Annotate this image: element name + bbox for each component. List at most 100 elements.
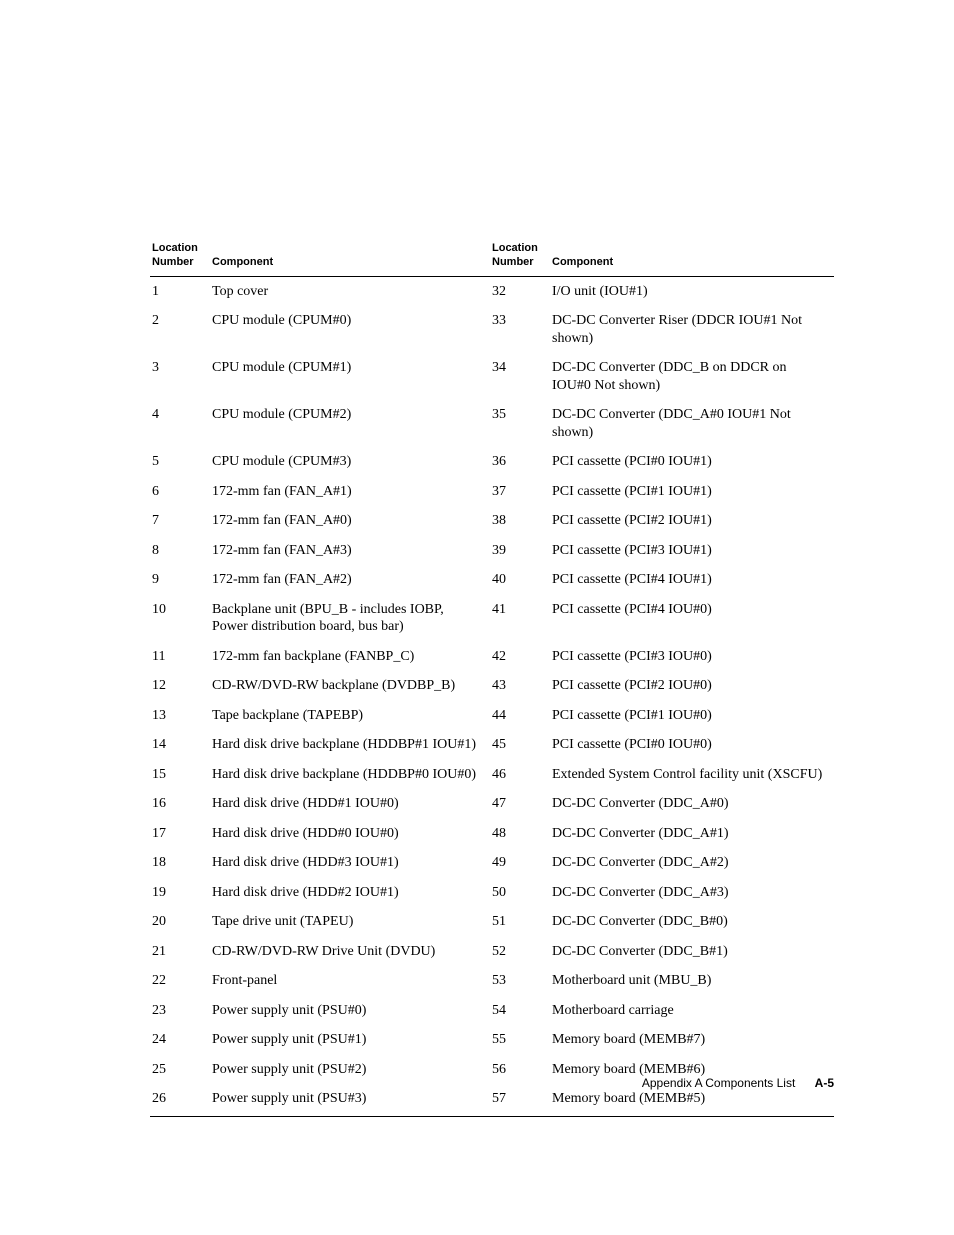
cell-left-number: 16 — [150, 789, 210, 819]
cell-right-component: DC-DC Converter (DDC_B#0) — [550, 907, 834, 937]
cell-right-number: 40 — [490, 565, 550, 595]
cell-right-component: DC-DC Converter (DDC_A#3) — [550, 878, 834, 908]
table-row: 18Hard disk drive (HDD#3 IOU#1)49DC-DC C… — [150, 848, 834, 878]
table-row: 16Hard disk drive (HDD#1 IOU#0)47DC-DC C… — [150, 789, 834, 819]
cell-left-number: 18 — [150, 848, 210, 878]
cell-right-number: 55 — [490, 1025, 550, 1055]
table-row: 15Hard disk drive backplane (HDDBP#0 IOU… — [150, 760, 834, 790]
cell-left-component: Hard disk drive (HDD#1 IOU#0) — [210, 789, 490, 819]
table-row: 3CPU module (CPUM#1)34DC-DC Converter (D… — [150, 353, 834, 400]
cell-left-component: 172-mm fan (FAN_A#1) — [210, 477, 490, 507]
cell-right-number: 45 — [490, 730, 550, 760]
cell-right-number: 35 — [490, 400, 550, 447]
table-row: 14Hard disk drive backplane (HDDBP#1 IOU… — [150, 730, 834, 760]
cell-right-component: PCI cassette (PCI#1 IOU#0) — [550, 701, 834, 731]
cell-left-component: 172-mm fan backplane (FANBP_C) — [210, 642, 490, 672]
cell-left-number: 8 — [150, 536, 210, 566]
cell-left-component: Tape backplane (TAPEBP) — [210, 701, 490, 731]
cell-right-number: 36 — [490, 447, 550, 477]
table-row: 2CPU module (CPUM#0)33DC-DC Converter Ri… — [150, 306, 834, 353]
cell-left-number: 2 — [150, 306, 210, 353]
cell-right-number: 54 — [490, 996, 550, 1026]
table-row: 5CPU module (CPUM#3)36PCI cassette (PCI#… — [150, 447, 834, 477]
cell-right-number: 47 — [490, 789, 550, 819]
cell-left-number: 12 — [150, 671, 210, 701]
header-left-component: Component — [210, 238, 490, 276]
cell-left-number: 21 — [150, 937, 210, 967]
table-row: 10Backplane unit (BPU_B - includes IOBP,… — [150, 595, 834, 642]
cell-right-number: 34 — [490, 353, 550, 400]
cell-right-number: 49 — [490, 848, 550, 878]
cell-left-number: 1 — [150, 276, 210, 306]
table-row: 22Front-panel53Motherboard unit (MBU_B) — [150, 966, 834, 996]
table-row: 4CPU module (CPUM#2)35DC-DC Converter (D… — [150, 400, 834, 447]
cell-right-number: 33 — [490, 306, 550, 353]
cell-left-component: Power supply unit (PSU#1) — [210, 1025, 490, 1055]
cell-left-number: 15 — [150, 760, 210, 790]
header-right-component: Component — [550, 238, 834, 276]
cell-left-component: CD-RW/DVD-RW Drive Unit (DVDU) — [210, 937, 490, 967]
cell-right-component: DC-DC Converter (DDC_A#0 IOU#1 Not shown… — [550, 400, 834, 447]
page-footer: Appendix A Components List A-5 — [642, 1076, 834, 1090]
cell-left-number: 11 — [150, 642, 210, 672]
cell-left-component: CPU module (CPUM#0) — [210, 306, 490, 353]
cell-right-component: PCI cassette (PCI#2 IOU#1) — [550, 506, 834, 536]
cell-right-number: 57 — [490, 1084, 550, 1116]
cell-right-number: 53 — [490, 966, 550, 996]
table-body: 1Top cover32I/O unit (IOU#1)2CPU module … — [150, 276, 834, 1116]
cell-right-component: PCI cassette (PCI#1 IOU#1) — [550, 477, 834, 507]
cell-right-component: PCI cassette (PCI#4 IOU#0) — [550, 595, 834, 642]
cell-right-number: 50 — [490, 878, 550, 908]
footer-text: Appendix A Components List — [642, 1076, 795, 1090]
cell-right-number: 48 — [490, 819, 550, 849]
header-left-number: LocationNumber — [150, 238, 210, 276]
table-row: 24Power supply unit (PSU#1)55Memory boar… — [150, 1025, 834, 1055]
cell-right-component: DC-DC Converter (DDC_B on DDCR on IOU#0 … — [550, 353, 834, 400]
table-row: 12CD-RW/DVD-RW backplane (DVDBP_B)43PCI … — [150, 671, 834, 701]
cell-right-number: 42 — [490, 642, 550, 672]
cell-left-component: CPU module (CPUM#3) — [210, 447, 490, 477]
cell-right-number: 38 — [490, 506, 550, 536]
cell-right-component: DC-DC Converter (DDC_A#1) — [550, 819, 834, 849]
cell-left-component: 172-mm fan (FAN_A#2) — [210, 565, 490, 595]
cell-right-number: 52 — [490, 937, 550, 967]
cell-left-number: 9 — [150, 565, 210, 595]
cell-right-number: 43 — [490, 671, 550, 701]
cell-left-component: 172-mm fan (FAN_A#0) — [210, 506, 490, 536]
cell-right-component: Extended System Control facility unit (X… — [550, 760, 834, 790]
table-row: 11172-mm fan backplane (FANBP_C)42PCI ca… — [150, 642, 834, 672]
table-row: 6172-mm fan (FAN_A#1)37PCI cassette (PCI… — [150, 477, 834, 507]
table-row: 9172-mm fan (FAN_A#2)40PCI cassette (PCI… — [150, 565, 834, 595]
cell-right-component: PCI cassette (PCI#3 IOU#1) — [550, 536, 834, 566]
cell-right-component: I/O unit (IOU#1) — [550, 276, 834, 306]
cell-left-number: 22 — [150, 966, 210, 996]
cell-left-component: Hard disk drive backplane (HDDBP#1 IOU#1… — [210, 730, 490, 760]
cell-left-number: 13 — [150, 701, 210, 731]
cell-right-number: 46 — [490, 760, 550, 790]
cell-left-number: 6 — [150, 477, 210, 507]
cell-left-component: CPU module (CPUM#1) — [210, 353, 490, 400]
table-row: 13Tape backplane (TAPEBP)44PCI cassette … — [150, 701, 834, 731]
cell-right-component: Motherboard unit (MBU_B) — [550, 966, 834, 996]
table-row: 8172-mm fan (FAN_A#3)39PCI cassette (PCI… — [150, 536, 834, 566]
cell-right-component: Memory board (MEMB#7) — [550, 1025, 834, 1055]
cell-left-component: Hard disk drive (HDD#2 IOU#1) — [210, 878, 490, 908]
cell-right-number: 32 — [490, 276, 550, 306]
table-row: 23Power supply unit (PSU#0)54Motherboard… — [150, 996, 834, 1026]
cell-left-number: 4 — [150, 400, 210, 447]
components-table: LocationNumber Component LocationNumber … — [150, 238, 834, 1117]
cell-left-component: Power supply unit (PSU#0) — [210, 996, 490, 1026]
table-row: 19Hard disk drive (HDD#2 IOU#1)50DC-DC C… — [150, 878, 834, 908]
cell-left-component: Hard disk drive (HDD#0 IOU#0) — [210, 819, 490, 849]
cell-left-number: 23 — [150, 996, 210, 1026]
cell-right-component: PCI cassette (PCI#4 IOU#1) — [550, 565, 834, 595]
cell-right-number: 51 — [490, 907, 550, 937]
cell-right-component: DC-DC Converter (DDC_A#0) — [550, 789, 834, 819]
table-row: 21CD-RW/DVD-RW Drive Unit (DVDU)52DC-DC … — [150, 937, 834, 967]
cell-left-component: Power supply unit (PSU#2) — [210, 1055, 490, 1085]
cell-left-component: Tape drive unit (TAPEU) — [210, 907, 490, 937]
cell-right-component: DC-DC Converter Riser (DDCR IOU#1 Not sh… — [550, 306, 834, 353]
table-row: 7172-mm fan (FAN_A#0)38PCI cassette (PCI… — [150, 506, 834, 536]
cell-right-number: 41 — [490, 595, 550, 642]
cell-left-number: 5 — [150, 447, 210, 477]
